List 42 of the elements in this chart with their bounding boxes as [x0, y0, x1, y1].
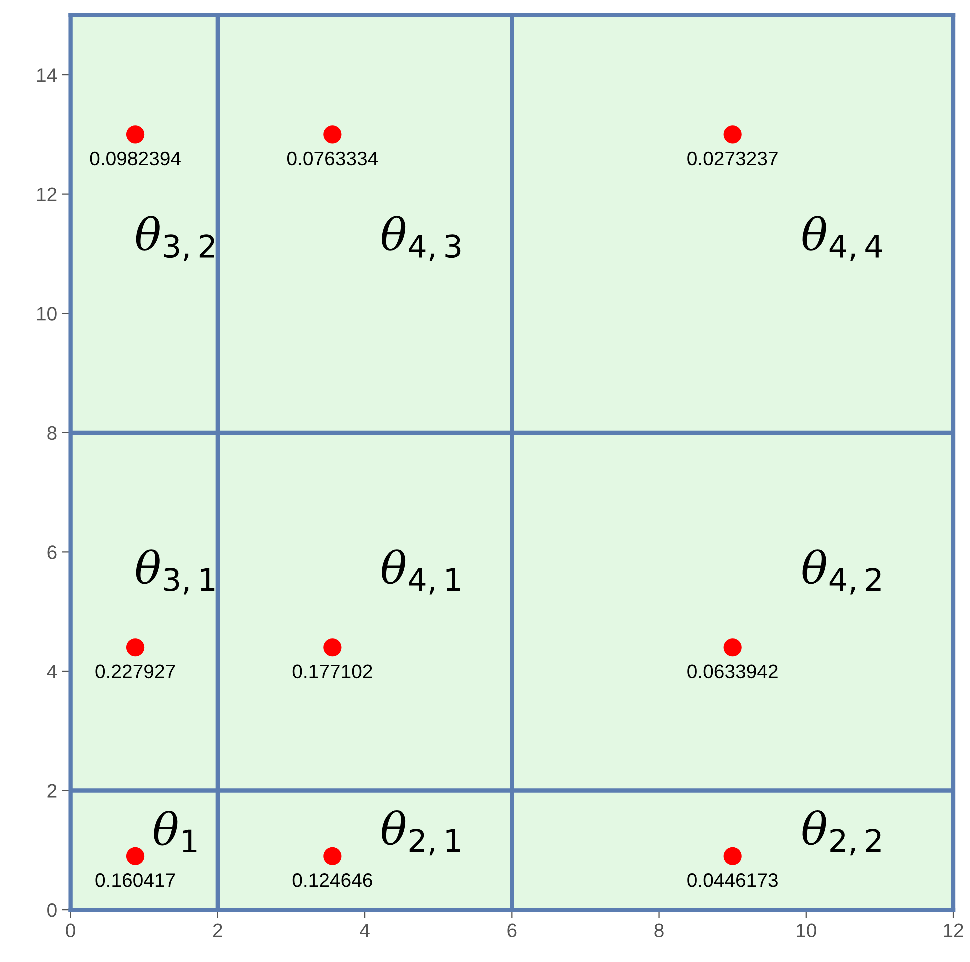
- x-tick-label: 0: [66, 924, 76, 938]
- series-label: θ$_{3,2}$: [136, 216, 214, 262]
- annotation: 0.0446173: [688, 874, 778, 888]
- annotation: 0.177102: [292, 664, 372, 679]
- point: [126, 847, 145, 866]
- point: [324, 847, 342, 866]
- x-tick-label: 4: [360, 924, 370, 938]
- point: [324, 638, 342, 657]
- x-tick-label: 2: [214, 924, 222, 938]
- series-label: θ$_{2,1}$: [382, 810, 460, 856]
- x-tick-label: 8: [654, 924, 664, 938]
- point: [126, 126, 145, 144]
- point: [724, 638, 742, 657]
- annotation: 0.227927: [96, 664, 176, 679]
- x-tick-label: 10: [797, 924, 816, 938]
- series-label: θ$_{4,3}$: [382, 216, 461, 262]
- series-label: θ$_{4,1}$: [382, 550, 460, 595]
- series-label: θ$_{1}$: [154, 811, 197, 853]
- y-tick-label: 2: [48, 784, 57, 798]
- annotation: 0.0982394: [90, 152, 181, 166]
- y-tick-label: 6: [48, 546, 57, 560]
- point: [724, 847, 742, 866]
- x-tick-label: 12: [944, 924, 964, 938]
- point: [724, 126, 742, 144]
- x-tick-label: 6: [508, 924, 517, 938]
- annotation: 0.160417: [96, 874, 176, 888]
- text: θ$_{4,4}$: [802, 216, 882, 262]
- point: [324, 126, 342, 144]
- annotation: 0.0273237: [688, 152, 778, 166]
- annotation: 0.0633942: [688, 664, 778, 679]
- series-label: θ$_{3,1}$: [136, 550, 215, 595]
- y-tick-label: 14: [37, 68, 58, 82]
- annotation: 0.124646: [292, 874, 372, 888]
- y-tick-label: 12: [37, 188, 57, 202]
- y-tick-label: 4: [47, 665, 58, 679]
- y-tick-label: 10: [37, 307, 57, 321]
- series-label: θ$_{4,2}$: [802, 550, 881, 595]
- y-tick-label: 8: [48, 426, 57, 440]
- y-tick-label: 0: [48, 904, 57, 918]
- series-label: θ$_{2,2}$: [802, 810, 881, 856]
- annotation: 0.0763334: [287, 152, 378, 166]
- point: [126, 638, 145, 657]
